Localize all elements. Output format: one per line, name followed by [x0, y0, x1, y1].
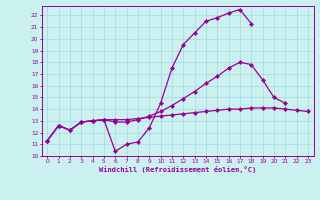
X-axis label: Windchill (Refroidissement éolien,°C): Windchill (Refroidissement éolien,°C) — [99, 166, 256, 173]
